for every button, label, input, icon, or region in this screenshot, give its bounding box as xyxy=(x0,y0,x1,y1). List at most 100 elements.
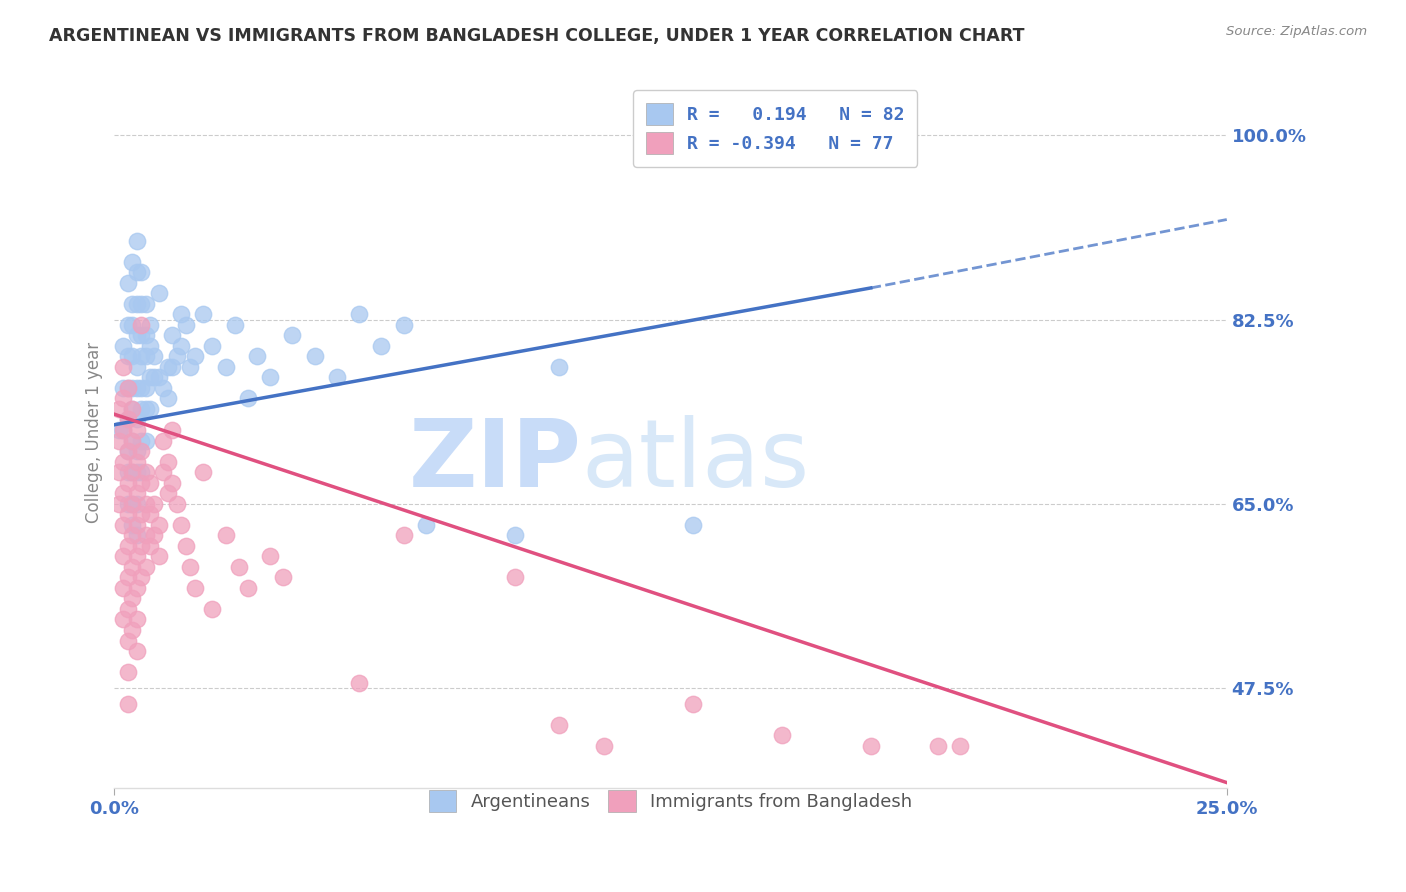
Point xyxy=(125,412,148,426)
Text: atlas: atlas xyxy=(582,415,810,507)
Point xyxy=(112,423,135,437)
Point xyxy=(503,570,526,584)
Point xyxy=(125,234,148,248)
Point xyxy=(392,318,415,332)
Point xyxy=(117,444,139,458)
Point xyxy=(135,381,157,395)
Point xyxy=(108,465,131,479)
Point xyxy=(112,423,135,437)
Point xyxy=(125,486,148,500)
Point xyxy=(129,465,152,479)
Point xyxy=(112,486,135,500)
Point xyxy=(139,475,162,490)
Point xyxy=(129,328,152,343)
Point xyxy=(125,528,148,542)
Point xyxy=(392,528,415,542)
Point xyxy=(143,349,166,363)
Point xyxy=(129,434,152,448)
Point xyxy=(117,539,139,553)
Point xyxy=(121,349,143,363)
Point xyxy=(125,497,148,511)
Point xyxy=(548,359,571,374)
Point xyxy=(125,454,148,468)
Point xyxy=(156,392,179,406)
Point xyxy=(108,434,131,448)
Point xyxy=(139,507,162,521)
Point xyxy=(121,528,143,542)
Point xyxy=(415,517,437,532)
Point xyxy=(129,444,152,458)
Point xyxy=(152,465,174,479)
Point xyxy=(129,539,152,553)
Point xyxy=(273,570,295,584)
Point xyxy=(112,612,135,626)
Point xyxy=(121,254,143,268)
Point xyxy=(166,349,188,363)
Point xyxy=(592,739,614,753)
Point xyxy=(121,434,143,448)
Point xyxy=(117,465,139,479)
Point xyxy=(304,349,326,363)
Text: ARGENTINEAN VS IMMIGRANTS FROM BANGLADESH COLLEGE, UNDER 1 YEAR CORRELATION CHAR: ARGENTINEAN VS IMMIGRANTS FROM BANGLADES… xyxy=(49,27,1025,45)
Point xyxy=(125,581,148,595)
Point xyxy=(125,517,148,532)
Point xyxy=(135,497,157,511)
Point xyxy=(129,296,152,310)
Point xyxy=(139,539,162,553)
Point xyxy=(148,549,170,564)
Point xyxy=(201,339,224,353)
Point xyxy=(162,423,184,437)
Point xyxy=(170,339,193,353)
Point xyxy=(170,517,193,532)
Point xyxy=(121,497,143,511)
Point xyxy=(129,475,152,490)
Point xyxy=(135,349,157,363)
Point xyxy=(281,328,304,343)
Point xyxy=(112,454,135,468)
Point xyxy=(121,401,143,416)
Point xyxy=(214,528,236,542)
Point xyxy=(135,296,157,310)
Point xyxy=(129,507,152,521)
Point xyxy=(121,517,143,532)
Point xyxy=(108,423,131,437)
Point xyxy=(121,465,143,479)
Point xyxy=(135,528,157,542)
Point xyxy=(117,276,139,290)
Point xyxy=(121,591,143,606)
Point xyxy=(162,359,184,374)
Point xyxy=(139,401,162,416)
Point xyxy=(112,392,135,406)
Text: ZIP: ZIP xyxy=(409,415,582,507)
Point xyxy=(347,675,370,690)
Point xyxy=(125,265,148,279)
Point xyxy=(152,381,174,395)
Legend: Argentineans, Immigrants from Bangladesh: Argentineans, Immigrants from Bangladesh xyxy=(416,778,925,825)
Point xyxy=(117,602,139,616)
Point xyxy=(121,497,143,511)
Y-axis label: College, Under 1 year: College, Under 1 year xyxy=(86,343,103,524)
Point xyxy=(125,644,148,658)
Point xyxy=(112,339,135,353)
Point xyxy=(148,517,170,532)
Point xyxy=(117,381,139,395)
Point xyxy=(135,401,157,416)
Point xyxy=(166,497,188,511)
Point xyxy=(112,517,135,532)
Point xyxy=(143,528,166,542)
Point xyxy=(117,697,139,711)
Point xyxy=(236,392,259,406)
Point xyxy=(125,296,148,310)
Point xyxy=(139,318,162,332)
Point xyxy=(174,539,197,553)
Point xyxy=(135,434,157,448)
Point xyxy=(121,434,143,448)
Point xyxy=(152,434,174,448)
Point xyxy=(112,381,135,395)
Point xyxy=(135,328,157,343)
Point xyxy=(326,370,349,384)
Point xyxy=(108,497,131,511)
Point xyxy=(117,665,139,679)
Point xyxy=(121,296,143,310)
Point xyxy=(259,549,281,564)
